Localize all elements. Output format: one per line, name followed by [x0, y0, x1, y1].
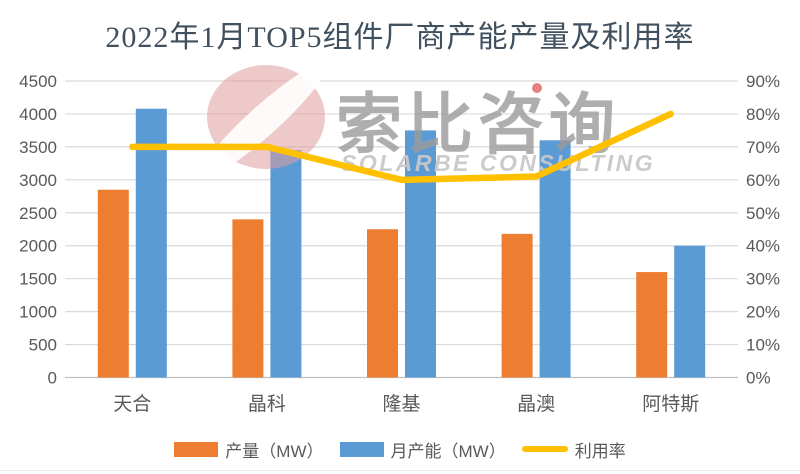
- capacity-swatch-icon: [339, 441, 384, 457]
- legend-item-utilization: 利用率: [521, 437, 626, 462]
- svg-text:80%: 80%: [746, 105, 780, 124]
- svg-text:0: 0: [48, 369, 57, 388]
- production-swatch-icon: [174, 441, 219, 457]
- svg-text:4500: 4500: [19, 72, 57, 91]
- utilization-line-swatch-icon: [521, 446, 568, 452]
- svg-text:70%: 70%: [746, 138, 780, 157]
- svg-text:30%: 30%: [746, 270, 780, 289]
- svg-text:3000: 3000: [19, 171, 57, 190]
- chart-title: 2022年1月TOP5组件厂商产能产量及利用率: [105, 21, 695, 54]
- svg-text:1500: 1500: [19, 270, 57, 289]
- legend-label-utilization: 利用率: [574, 441, 626, 461]
- svg-text:50%: 50%: [746, 204, 780, 223]
- svg-text:500: 500: [29, 336, 57, 355]
- svg-text:40%: 40%: [746, 237, 780, 256]
- svg-text:天合: 天合: [113, 393, 151, 415]
- svg-text:0%: 0%: [746, 369, 771, 388]
- svg-text:阿特斯: 阿特斯: [642, 393, 699, 415]
- svg-text:SOLARBE CONSULTING: SOLARBE CONSULTING: [341, 150, 655, 176]
- svg-text:3500: 3500: [19, 138, 57, 157]
- svg-text:索比咨询: 索比咨询: [336, 87, 620, 161]
- svg-text:60%: 60%: [746, 171, 780, 190]
- svg-text:晶科: 晶科: [248, 393, 286, 415]
- svg-text:2000: 2000: [19, 237, 57, 256]
- legend-item-capacity: 月产能（MW）: [339, 437, 506, 462]
- bottom-divider: [0, 470, 800, 471]
- svg-text:4000: 4000: [19, 105, 57, 124]
- svg-text:1000: 1000: [19, 303, 57, 322]
- svg-text:隆基: 隆基: [382, 393, 420, 415]
- svg-text:2500: 2500: [19, 204, 57, 223]
- svg-text:晶澳: 晶澳: [517, 393, 555, 415]
- legend-label-capacity: 月产能（MW）: [390, 441, 506, 461]
- svg-text:90%: 90%: [746, 72, 780, 91]
- svg-text:10%: 10%: [746, 336, 780, 355]
- legend-item-production: 产量（MW）: [174, 437, 324, 462]
- svg-text:20%: 20%: [746, 303, 780, 322]
- chart-legend: 产量（MW） 月产能（MW） 利用率: [0, 436, 800, 462]
- legend-label-production: 产量（MW）: [225, 441, 324, 461]
